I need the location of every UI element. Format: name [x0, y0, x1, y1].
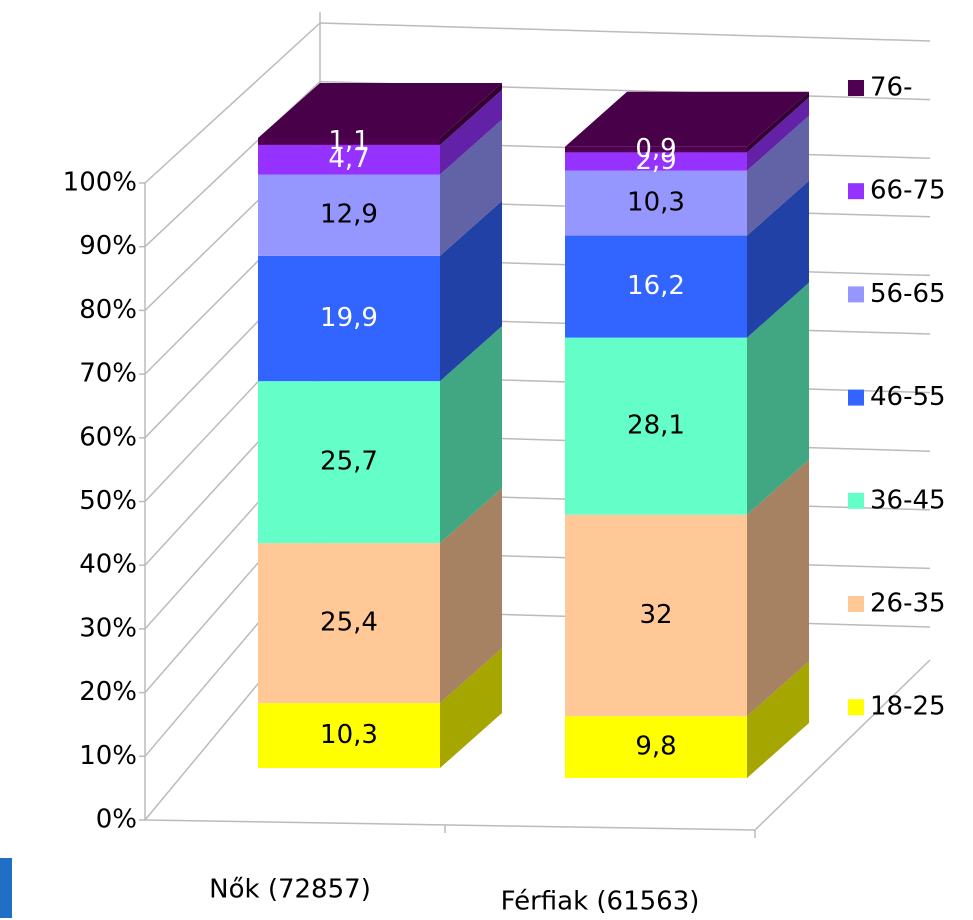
data-label: 19,9	[320, 303, 378, 333]
bar-side	[747, 115, 809, 236]
bar-segment	[258, 83, 502, 145]
bar-front	[565, 146, 747, 153]
bar-side	[440, 119, 502, 256]
y-tick-label: 10%	[79, 741, 137, 771]
data-label: 10,3	[627, 188, 685, 218]
bar-segment	[565, 661, 809, 778]
bar-side	[747, 180, 809, 338]
bar-segment	[258, 119, 502, 256]
y-tick-label: 80%	[79, 295, 137, 325]
bar-segment	[258, 648, 502, 768]
bar-segment	[565, 115, 809, 236]
legend-swatch	[848, 596, 864, 612]
bar-front	[258, 543, 440, 704]
bar-segment	[565, 282, 809, 515]
bar-top	[258, 83, 502, 138]
bar-side	[747, 282, 809, 515]
legend-swatch	[848, 80, 864, 96]
bar-side	[440, 326, 502, 544]
bar-side	[747, 97, 809, 171]
floor-edge	[144, 819, 756, 831]
bar-front	[565, 170, 747, 236]
bar-front	[565, 235, 747, 338]
data-label: 25,4	[320, 608, 378, 638]
data-label: 28,1	[627, 411, 685, 441]
floor-edge	[754, 659, 931, 831]
bar-side	[747, 661, 809, 778]
legend-label: 26-35	[870, 589, 946, 619]
y-tick-label: 40%	[79, 550, 137, 580]
bar-segment	[258, 89, 502, 175]
bar-segment	[565, 180, 809, 338]
grid-line	[144, 22, 931, 184]
legend-label: 46-55	[870, 382, 946, 412]
data-label: 32	[639, 600, 672, 630]
legend-label: 36-45	[870, 485, 946, 515]
bar-segment	[565, 97, 809, 171]
bar-side	[440, 83, 502, 145]
bar-side	[440, 89, 502, 175]
legend-label: 66-75	[870, 176, 946, 206]
y-tick-label: 30%	[79, 613, 137, 643]
bar-side	[440, 200, 502, 382]
bar-segment	[258, 326, 502, 544]
y-tick-label: 50%	[79, 486, 137, 516]
bar-front	[258, 255, 440, 382]
legend-label: 56-65	[870, 279, 946, 309]
bar-segment	[258, 200, 502, 382]
data-label: 10,3	[320, 720, 378, 750]
y-tick-label: 0%	[96, 805, 137, 835]
bar-side	[440, 488, 502, 704]
data-label: 0,9	[635, 134, 676, 164]
data-label: 4,7	[328, 144, 369, 174]
bar-side	[440, 648, 502, 768]
bar-front	[258, 381, 440, 544]
legend-swatch	[848, 699, 864, 716]
x-tick-label: Férfiak (61563)	[501, 887, 700, 917]
bar-segment	[565, 91, 809, 153]
bar-front	[258, 144, 440, 175]
bar-front	[258, 703, 440, 768]
bar-front	[565, 337, 747, 515]
bar-top	[565, 91, 809, 147]
legend-swatch	[848, 286, 864, 303]
y-tick-label: 100%	[63, 168, 137, 198]
bar-front	[565, 514, 747, 717]
bar-side	[747, 459, 809, 717]
x-tick-label: Nők (72857)	[209, 875, 371, 905]
data-label: 16,2	[627, 271, 685, 301]
bar-front	[565, 152, 747, 171]
bar-segment	[258, 488, 502, 704]
legend-swatch	[848, 389, 864, 406]
y-tick-label: 90%	[79, 231, 137, 261]
legend-label: 76-	[870, 73, 912, 103]
data-label: 1,1	[328, 126, 369, 156]
bar-front	[258, 174, 440, 256]
side-marker	[0, 858, 12, 918]
legend-swatch	[848, 183, 864, 200]
bar-front	[258, 138, 440, 145]
legend-swatch	[848, 492, 864, 509]
data-label: 9,8	[635, 732, 676, 762]
data-label: 25,7	[320, 447, 378, 477]
y-tick-label: 60%	[79, 422, 137, 452]
y-tick-label: 20%	[79, 677, 137, 707]
y-tick-label: 70%	[79, 359, 137, 389]
bar-front	[565, 716, 747, 778]
legend-label: 18-25	[870, 692, 946, 722]
bar-segment	[565, 459, 809, 717]
data-label: 12,9	[320, 200, 378, 230]
bar-side	[747, 91, 809, 153]
